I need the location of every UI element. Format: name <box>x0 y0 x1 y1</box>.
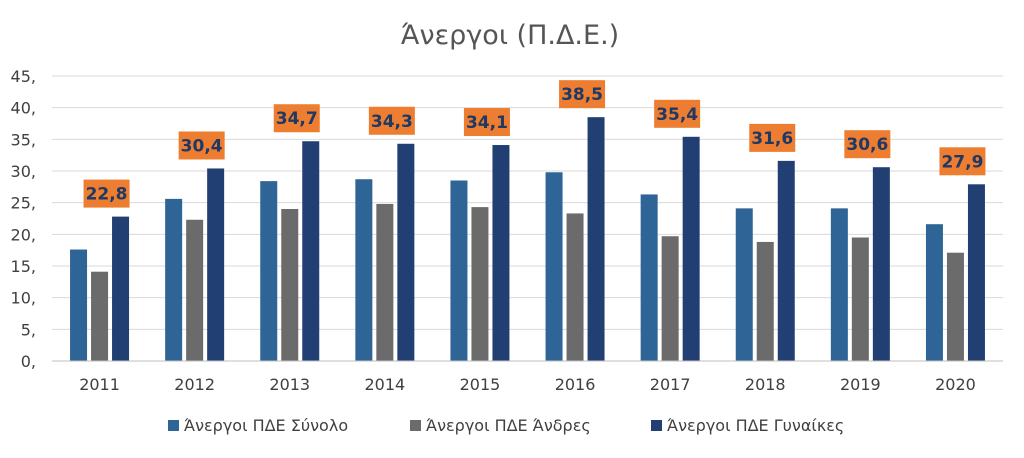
legend-label: Άνεργοι ΠΔΕ Άνδρες <box>426 416 591 435</box>
bar <box>112 216 130 361</box>
y-tick-label: 40, <box>11 99 36 118</box>
y-tick-label: 20, <box>11 225 36 244</box>
x-tick-label: 2019 <box>840 375 881 394</box>
bar <box>281 209 299 361</box>
bar <box>91 271 109 361</box>
bar <box>777 160 795 361</box>
bar <box>207 168 225 361</box>
legend-swatch <box>168 420 179 431</box>
x-tick-label: 2011 <box>79 375 120 394</box>
data-label-box <box>654 99 701 128</box>
legend-swatch <box>651 420 662 431</box>
bar <box>186 219 204 361</box>
chart-title: Άνεργοι (Π.Δ.Ε.) <box>401 20 619 51</box>
data-label: 30,4 <box>181 136 223 156</box>
y-tick-label: 10, <box>11 289 36 308</box>
data-label-box <box>844 130 891 159</box>
y-tick-label: 30, <box>11 162 36 181</box>
data-label-box <box>749 123 796 152</box>
x-tick-label: 2018 <box>745 375 786 394</box>
data-label-box <box>939 147 986 176</box>
legend-label: Άνεργοι ΠΔΕ Σύνολο <box>184 416 348 435</box>
legend: Άνεργοι ΠΔΕ Σύνολο Άνεργοι ΠΔΕ Άνδρες Άνερ… <box>168 416 844 435</box>
bar <box>682 136 700 361</box>
data-label-box <box>178 131 225 160</box>
bar <box>260 181 278 361</box>
data-label: 34,7 <box>276 109 318 129</box>
bar <box>450 180 468 361</box>
bar <box>756 241 774 361</box>
bar <box>946 252 964 361</box>
legend-swatch <box>410 420 421 431</box>
y-tick-label: 35, <box>11 130 36 149</box>
bar <box>851 237 869 361</box>
data-label: 38,5 <box>561 85 603 105</box>
data-label: 30,6 <box>846 135 888 155</box>
bar <box>376 203 394 361</box>
x-tick-label: 2016 <box>555 375 596 394</box>
bar <box>165 198 183 361</box>
bar <box>661 236 679 361</box>
bar <box>492 145 510 361</box>
data-label-box <box>83 179 130 208</box>
bar <box>471 207 489 361</box>
x-tick-label: 2012 <box>174 375 215 394</box>
bar <box>397 143 415 361</box>
bar <box>545 172 563 361</box>
data-label-box <box>368 106 415 135</box>
data-label-box <box>559 80 606 109</box>
y-tick-label: 5, <box>21 320 36 339</box>
data-label-box <box>273 104 320 133</box>
data-label: 31,6 <box>751 129 793 149</box>
x-tick-label: 2020 <box>935 375 976 394</box>
bars <box>70 117 985 362</box>
bar <box>735 208 753 361</box>
x-tick-label: 2014 <box>364 375 405 394</box>
bar <box>967 184 985 361</box>
bar <box>830 208 848 361</box>
x-tick-label: 2015 <box>460 375 501 394</box>
y-tick-label: 45, <box>11 67 36 86</box>
y-tick-label: 0, <box>21 352 36 371</box>
data-label: 34,3 <box>371 112 413 132</box>
bar <box>925 224 943 361</box>
legend-label: Άνεργοι ΠΔΕ Γυναίκες <box>667 416 844 435</box>
bar <box>355 179 373 361</box>
bar <box>640 194 658 361</box>
x-axis-ticks: 2011 2012 2013 2014 2015 2016 2017 2018 2019 2020 <box>79 375 976 394</box>
data-label-box <box>463 108 510 137</box>
data-label: 27,9 <box>941 152 983 172</box>
y-tick-label: 15, <box>11 257 36 276</box>
bar <box>302 141 320 361</box>
y-tick-label: 25, <box>11 194 36 213</box>
bar <box>872 167 890 361</box>
x-tick-label: 2017 <box>650 375 691 394</box>
bar <box>566 213 584 361</box>
y-axis-ticks: 0, 5, 10, 15, 20, 25, 30, 35, 40, 45, <box>11 67 36 371</box>
bar <box>70 249 88 361</box>
data-label: 35,4 <box>656 105 698 125</box>
x-tick-label: 2013 <box>269 375 310 394</box>
data-labels: 22,8 30,4 34,7 34,3 34,1 38,5 35,4 31,6 30,6 27,9 <box>83 80 986 208</box>
data-label: 34,1 <box>466 113 508 133</box>
data-label: 22,8 <box>86 185 128 205</box>
bar <box>587 117 605 362</box>
